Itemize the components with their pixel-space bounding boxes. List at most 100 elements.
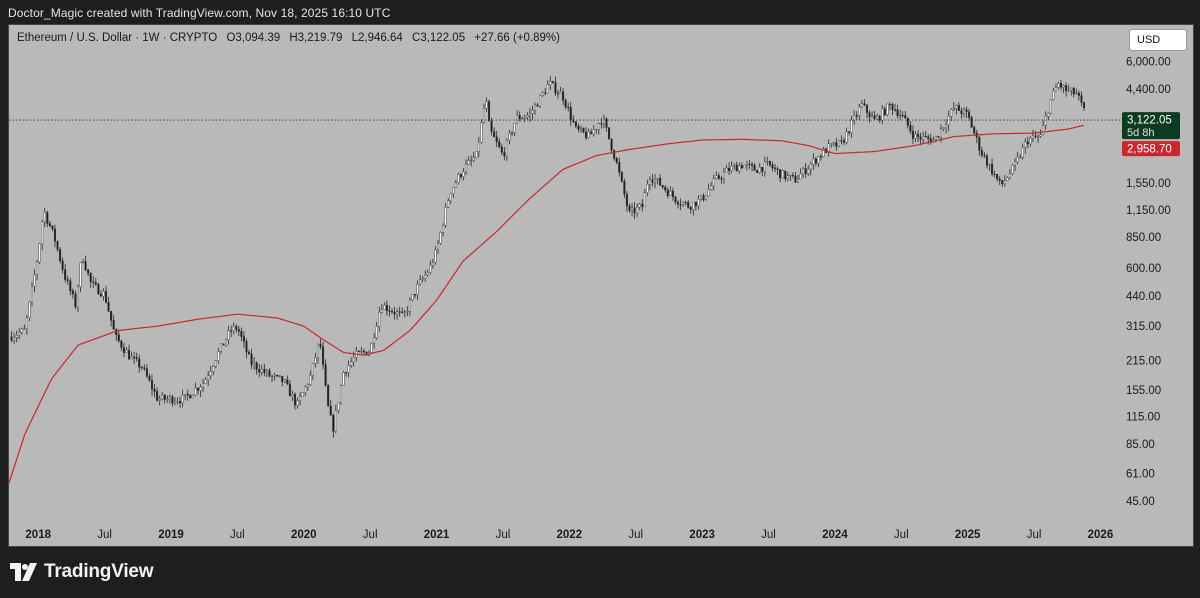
candle — [753, 163, 756, 171]
candle — [503, 147, 506, 161]
candle — [472, 151, 475, 162]
candle — [411, 294, 414, 302]
candle — [64, 264, 67, 283]
candle — [837, 140, 840, 148]
candle — [779, 169, 782, 183]
candle — [998, 176, 1001, 186]
candle — [881, 105, 884, 125]
candle — [774, 163, 777, 172]
candle — [597, 122, 600, 135]
chart-area[interactable]: 6,000.00 4,400.00 1,550.00 1,150.00 850.00 60… — [8, 24, 1194, 547]
candle — [1065, 82, 1068, 97]
open-value: O3,094.39 — [226, 32, 281, 44]
candle — [477, 136, 480, 158]
candle — [15, 330, 18, 343]
candle — [1037, 134, 1040, 143]
candle — [980, 146, 983, 158]
candle — [459, 173, 462, 180]
candle — [171, 394, 174, 407]
candle — [470, 155, 473, 167]
candle — [725, 164, 728, 173]
candle — [214, 360, 217, 369]
candle — [495, 130, 498, 148]
candle — [1001, 180, 1004, 187]
candle — [176, 397, 179, 405]
candle — [373, 332, 376, 349]
y-tick-label: 1,550.00 — [1126, 178, 1171, 190]
candle — [531, 105, 534, 120]
candle — [94, 277, 97, 286]
candle — [965, 106, 968, 119]
candle — [814, 157, 817, 167]
candle — [973, 125, 976, 136]
candle — [173, 397, 176, 406]
candle — [957, 102, 960, 111]
candle — [592, 124, 595, 137]
candle — [426, 269, 429, 277]
candle — [633, 202, 636, 219]
candle — [242, 331, 245, 348]
candle — [562, 87, 565, 106]
candle — [771, 161, 774, 172]
candle — [740, 162, 743, 170]
candle — [789, 174, 792, 182]
candle — [222, 343, 225, 346]
currency-button[interactable]: USD — [1129, 29, 1187, 51]
candle — [952, 102, 955, 111]
candle — [61, 257, 64, 274]
candle — [587, 128, 590, 139]
candle — [1008, 168, 1011, 180]
candle — [687, 200, 690, 209]
candle — [646, 179, 649, 197]
candle — [232, 322, 235, 335]
candle — [1019, 153, 1022, 159]
ma-value-tag: 2,958.70 — [1122, 141, 1180, 157]
candle — [332, 413, 335, 438]
candle — [293, 392, 296, 410]
candle — [1052, 87, 1055, 101]
candle — [544, 87, 547, 96]
candle — [590, 128, 593, 135]
candle — [69, 277, 72, 296]
candle — [334, 404, 337, 434]
candle — [554, 76, 557, 97]
candle — [401, 307, 404, 314]
candle — [107, 296, 110, 312]
price-chart[interactable]: 6,000.00 4,400.00 1,550.00 1,150.00 850.00 60… — [9, 25, 1193, 546]
candle — [786, 171, 789, 182]
candle — [636, 203, 639, 218]
candle — [756, 169, 759, 173]
candle — [465, 159, 468, 176]
candle — [380, 303, 383, 314]
candle — [715, 171, 718, 180]
candle — [962, 107, 965, 118]
candle — [845, 127, 848, 145]
candle — [968, 108, 971, 121]
candle — [202, 379, 205, 393]
candle — [378, 306, 381, 332]
candle — [648, 176, 651, 191]
x-tick-label: Jul — [1027, 529, 1042, 541]
y-tick-label: 850.00 — [1126, 232, 1161, 244]
candle — [388, 305, 391, 317]
candle — [743, 164, 746, 169]
candle — [181, 389, 184, 408]
candle — [38, 242, 41, 264]
candle — [439, 231, 442, 245]
symbol-name: Ethereum / U.S. Dollar · 1W · CRYPTO — [17, 32, 218, 44]
candle — [105, 285, 108, 304]
candle — [511, 131, 514, 137]
candle — [480, 119, 483, 144]
candle — [904, 111, 907, 119]
ma-value-label: 2,958.70 — [1127, 144, 1172, 156]
candle — [1031, 129, 1034, 143]
candle — [278, 375, 281, 378]
candle — [112, 314, 115, 330]
candle — [871, 111, 874, 118]
candle — [115, 328, 118, 341]
tradingview-logo[interactable]: TradingView — [10, 561, 154, 583]
candle — [983, 152, 986, 158]
candle — [692, 201, 695, 216]
candle — [339, 384, 342, 405]
candle — [393, 306, 396, 320]
